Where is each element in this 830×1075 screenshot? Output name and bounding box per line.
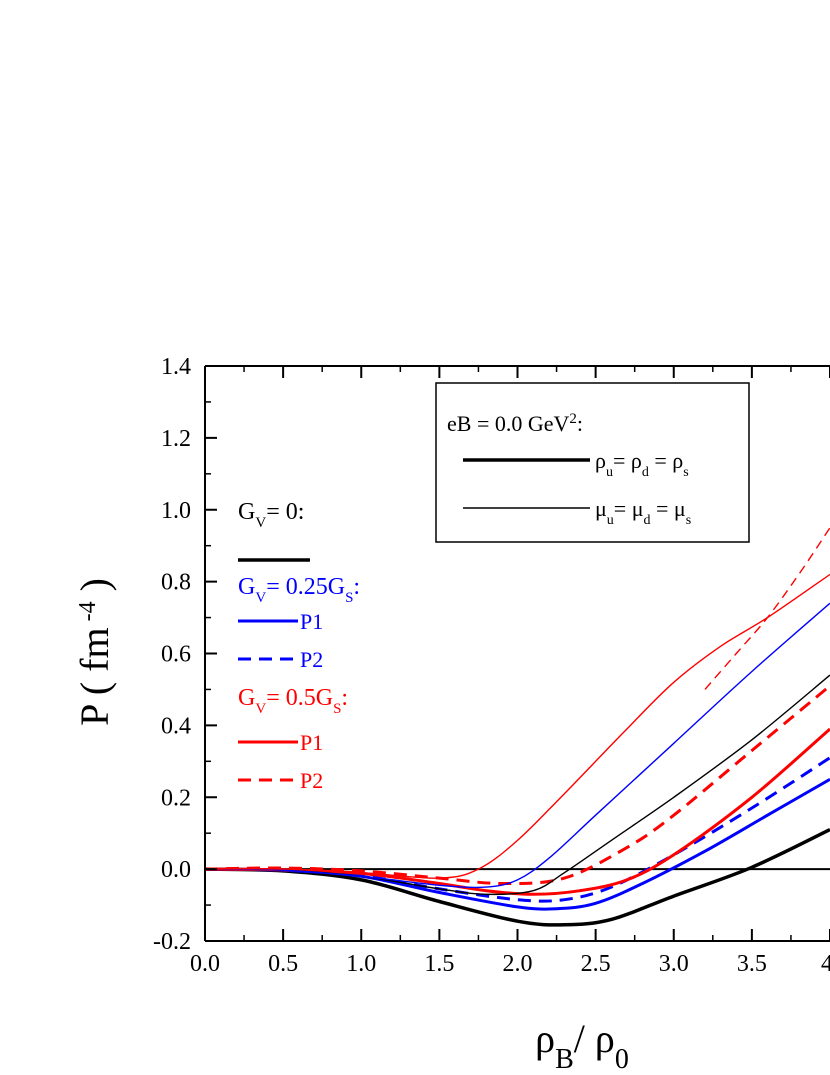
legend-gv025-title: GV= 0.25GS:: [238, 574, 360, 606]
x-tick-label: 1.0: [346, 951, 376, 977]
legend-gv0-title: GV= 0:: [238, 499, 304, 531]
x-tick-label: 2.5: [581, 951, 611, 977]
x-tick-label: 4.: [821, 951, 830, 977]
series-line-1: [205, 828, 830, 927]
y-tick-label: 1.2: [161, 426, 191, 452]
y-tick-label: 1.4: [161, 354, 191, 380]
legend-gv05-p1-label: P1: [300, 730, 323, 755]
series-line-2: [205, 778, 830, 911]
y-tick-label: 0.0: [161, 857, 191, 883]
y-tick-label: 0.6: [161, 642, 191, 668]
x-tick-label: 2.0: [503, 951, 533, 977]
ticks-layer: 0.00.51.01.52.02.53.03.54.-0.20.00.20.40…: [153, 354, 830, 977]
x-axis-title: ρB/ ρ0: [535, 1016, 629, 1075]
legend-box-frame: [435, 382, 750, 543]
y-tick-label: 0.8: [161, 570, 191, 596]
x-tick-label: 3.5: [737, 951, 767, 977]
y-axis-title: P ( fm -4 ): [72, 578, 117, 726]
legend-box-title: eB = 0.0 GeV2:: [447, 411, 583, 436]
y-tick-label: -0.2: [153, 929, 191, 955]
legend-gv05-p2-label: P2: [300, 768, 323, 793]
legend-gv025-p1-label: P1: [300, 609, 323, 634]
series-line-7: [205, 602, 830, 889]
legend-box: eB = 0.0 GeV2: ρu= ρd = ρs μu= μd = μs: [435, 382, 750, 543]
legend-gv025-p2-label: P2: [300, 647, 323, 672]
y-tick-label: 1.0: [161, 498, 191, 524]
series-line-8: [205, 573, 830, 879]
series-layer: [205, 527, 830, 927]
x-tick-label: 3.0: [659, 951, 689, 977]
x-tick-label: 0.5: [268, 951, 298, 977]
series-line-9: [704, 527, 830, 690]
series-line-5: [205, 684, 830, 886]
x-tick-label: 0.0: [190, 951, 220, 977]
x-tick-label: 1.5: [424, 951, 454, 977]
legend-gv05-title: GV= 0.5GS:: [238, 685, 348, 717]
y-tick-label: 0.4: [161, 713, 191, 739]
left-legend: GV= 0: GV= 0.25GS: P1 P2 GV= 0.5GS: P1 P…: [238, 499, 360, 793]
y-tick-label: 0.2: [161, 785, 191, 811]
